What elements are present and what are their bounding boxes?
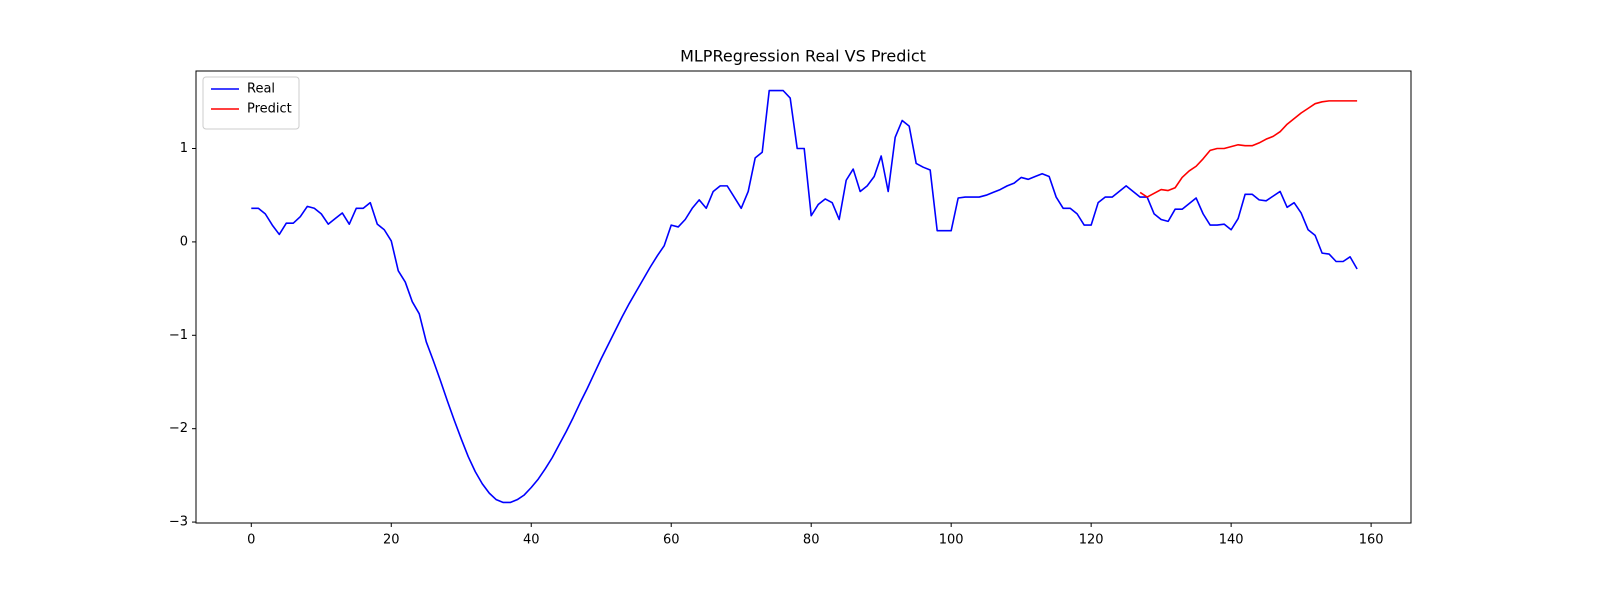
x-tick-label: 20 — [383, 533, 400, 548]
x-tick-label: 40 — [523, 533, 540, 548]
line-series — [251, 89, 1358, 504]
line-series — [1139, 100, 1358, 198]
x-tick-label: 100 — [939, 533, 964, 548]
x-tick-label: 60 — [663, 533, 680, 548]
plot-frame — [195, 70, 1412, 524]
legend-label: Predict — [247, 102, 292, 117]
x-tick-label: 120 — [1079, 533, 1104, 548]
y-tick-label: −3 — [169, 515, 188, 530]
chart-title: MLPRegression Real VS Predict — [680, 47, 926, 66]
y-tick-label: −1 — [169, 328, 188, 343]
y-tick-label: 1 — [180, 141, 188, 156]
x-tick-label: 160 — [1359, 533, 1384, 548]
legend-box — [202, 76, 300, 130]
legend-label: Real — [247, 82, 275, 97]
y-tick-label: −2 — [169, 421, 188, 436]
x-tick-label: 0 — [247, 533, 255, 548]
x-tick-label: 140 — [1219, 533, 1244, 548]
x-tick-label: 80 — [803, 533, 820, 548]
y-tick-label: 0 — [180, 234, 188, 249]
